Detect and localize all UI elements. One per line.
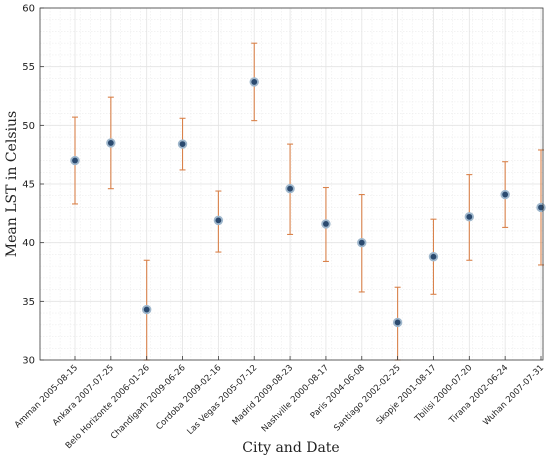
x-tick-label: Wuhan 2007-07-31 xyxy=(481,363,546,428)
x-tick-label: Santiago 2002-02-25 xyxy=(332,363,402,433)
data-point xyxy=(357,237,367,248)
data-point xyxy=(536,202,546,213)
y-tick-label: 30 xyxy=(22,356,35,367)
grid xyxy=(39,7,544,361)
data-points xyxy=(70,77,546,328)
data-point xyxy=(177,139,188,149)
data-point xyxy=(392,317,403,328)
axes xyxy=(39,7,544,361)
y-tick-label: 55 xyxy=(22,62,35,73)
x-tick-label: Skopje 2001-08-17 xyxy=(375,363,439,427)
x-tick-label: Amman 2005-08-15 xyxy=(13,363,80,430)
y-tick-label: 50 xyxy=(22,121,35,132)
data-point xyxy=(428,252,439,262)
data-point xyxy=(285,183,295,194)
x-axis-title: City and Date xyxy=(242,440,339,456)
y-tick-label: 60 xyxy=(22,4,35,15)
data-point xyxy=(213,215,224,226)
data-point xyxy=(141,304,152,315)
y-tick-label: 45 xyxy=(22,180,35,191)
x-tick-label: Las Vegas 2005-07-12 xyxy=(185,363,259,437)
data-point xyxy=(106,138,116,148)
data-point xyxy=(249,77,259,87)
x-tick-label: Ankara 2007-07-25 xyxy=(51,363,116,428)
y-tick-label: 40 xyxy=(22,238,35,249)
x-tick-label: Nashville 2000-08-17 xyxy=(260,363,331,434)
y-tick-label: 35 xyxy=(22,297,35,308)
x-tick-label: Cordoba 2009-02-16 xyxy=(154,363,223,432)
x-tick-label: Madrid 2009-08-23 xyxy=(231,363,296,428)
data-point xyxy=(70,155,80,166)
y-axis-title: Mean LST in Celsius xyxy=(4,111,20,257)
data-point xyxy=(321,219,331,229)
data-point xyxy=(464,212,475,222)
data-point xyxy=(500,189,510,200)
y-tick-labels: 30 35 40 45 50 55 60 xyxy=(22,4,35,367)
x-tick-label: Tirana 2002-06-24 xyxy=(447,363,510,426)
